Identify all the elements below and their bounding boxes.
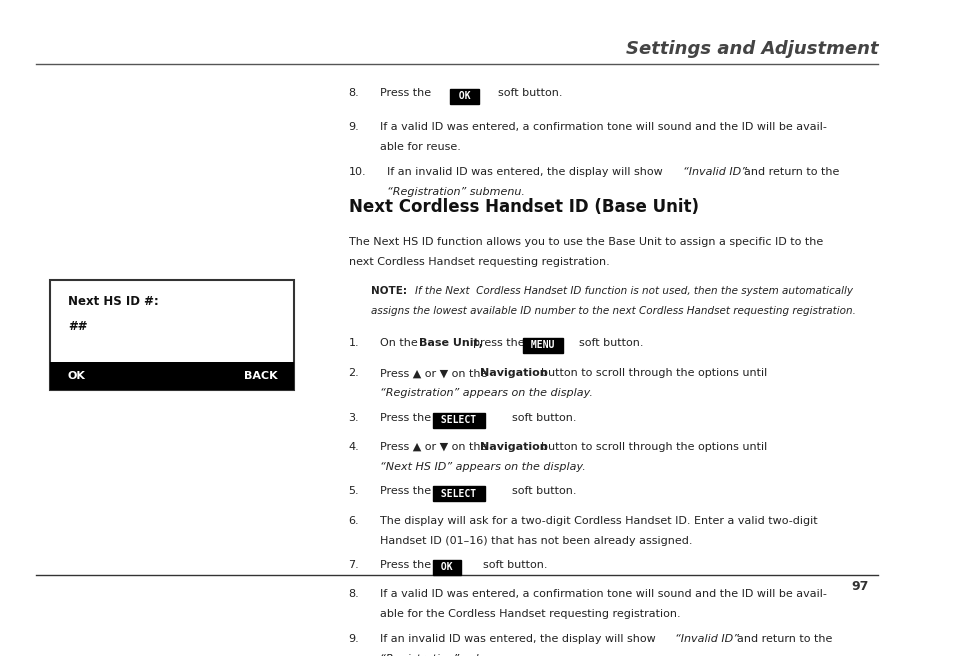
Text: 4.: 4. — [348, 442, 359, 452]
Text: 97: 97 — [851, 581, 868, 594]
Text: Base Unit,: Base Unit, — [418, 338, 482, 348]
Text: able for reuse.: able for reuse. — [380, 142, 460, 152]
Text: OK: OK — [68, 371, 86, 381]
Text: SELECT: SELECT — [435, 489, 482, 499]
Text: Press ▲ or ▼ on the: Press ▲ or ▼ on the — [380, 442, 487, 452]
Text: 1.: 1. — [348, 338, 359, 348]
Text: able for the Cordless Handset requesting registration.: able for the Cordless Handset requesting… — [380, 609, 680, 619]
Text: The display will ask for a two-digit Cordless Handset ID. Enter a valid two-digi: The display will ask for a two-digit Cor… — [380, 516, 817, 525]
Text: 6.: 6. — [348, 516, 359, 525]
Text: “Invalid ID”: “Invalid ID” — [682, 167, 746, 177]
Text: Next HS ID #:: Next HS ID #: — [68, 295, 158, 308]
Text: “Registration” submenu.: “Registration” submenu. — [387, 188, 525, 197]
Text: The Next HS ID function allows you to use the Base Unit to assign a specific ID : The Next HS ID function allows you to us… — [348, 237, 821, 247]
Text: OK: OK — [452, 91, 476, 101]
Text: assigns the lowest available ID number to the next Cordless Handset requesting r: assigns the lowest available ID number t… — [371, 306, 855, 316]
Bar — [172, 362, 294, 390]
Text: 3.: 3. — [348, 413, 359, 422]
Text: MENU: MENU — [524, 340, 559, 350]
Text: “Registration” submenu.: “Registration” submenu. — [380, 653, 517, 656]
Text: Press the: Press the — [380, 560, 431, 570]
Text: 5.: 5. — [348, 486, 359, 497]
Text: If a valid ID was entered, a confirmation tone will sound and the ID will be ava: If a valid ID was entered, a confirmatio… — [380, 589, 826, 599]
Text: NOTE:: NOTE: — [371, 286, 407, 296]
Text: 2.: 2. — [348, 368, 359, 379]
Text: Press ▲ or ▼ on the: Press ▲ or ▼ on the — [380, 368, 487, 379]
Text: soft button.: soft button. — [482, 560, 546, 570]
Text: If the Next  Cordless Handset ID function is not used, then the system automatic: If the Next Cordless Handset ID function… — [415, 286, 852, 296]
Text: Handset ID (01–16) that has not been already assigned.: Handset ID (01–16) that has not been alr… — [380, 535, 692, 546]
Text: soft button.: soft button. — [497, 89, 562, 98]
Text: “Registration” appears on the display.: “Registration” appears on the display. — [380, 388, 593, 398]
Text: and return to the: and return to the — [736, 634, 831, 644]
Text: Settings and Adjustment: Settings and Adjustment — [625, 39, 878, 58]
Text: OK: OK — [435, 562, 458, 573]
FancyBboxPatch shape — [50, 280, 294, 390]
Text: and return to the: and return to the — [743, 167, 839, 177]
Text: ##: ## — [68, 319, 88, 333]
Text: Press the: Press the — [380, 413, 431, 422]
Text: “Invalid ID”: “Invalid ID” — [675, 634, 739, 644]
Text: soft button.: soft button. — [578, 338, 643, 348]
Text: next Cordless Handset requesting registration.: next Cordless Handset requesting registr… — [348, 257, 609, 268]
Text: 9.: 9. — [348, 634, 359, 644]
Text: 7.: 7. — [348, 560, 359, 570]
Text: soft button.: soft button. — [511, 486, 576, 497]
Text: BACK: BACK — [244, 371, 277, 381]
Text: button to scroll through the options until: button to scroll through the options unt… — [540, 442, 767, 452]
Text: Navigation: Navigation — [479, 442, 547, 452]
Text: Press the: Press the — [380, 486, 431, 497]
Text: Navigation: Navigation — [479, 368, 547, 379]
Text: press the: press the — [473, 338, 524, 348]
Text: If an invalid ID was entered, the display will show: If an invalid ID was entered, the displa… — [380, 634, 656, 644]
Text: 8.: 8. — [348, 89, 359, 98]
Text: Next Cordless Handset ID (Base Unit): Next Cordless Handset ID (Base Unit) — [348, 198, 698, 216]
Text: If an invalid ID was entered, the display will show: If an invalid ID was entered, the displa… — [387, 167, 662, 177]
Text: button to scroll through the options until: button to scroll through the options unt… — [540, 368, 767, 379]
Text: If a valid ID was entered, a confirmation tone will sound and the ID will be ava: If a valid ID was entered, a confirmatio… — [380, 122, 826, 132]
Text: SELECT: SELECT — [435, 415, 482, 425]
Text: soft button.: soft button. — [511, 413, 576, 422]
Text: On the: On the — [380, 338, 417, 348]
Text: 9.: 9. — [348, 122, 359, 132]
Text: Press the: Press the — [380, 89, 431, 98]
Text: 10.: 10. — [348, 167, 366, 177]
Text: 8.: 8. — [348, 589, 359, 599]
Bar — [50, 362, 172, 390]
Text: “Next HS ID” appears on the display.: “Next HS ID” appears on the display. — [380, 462, 585, 472]
